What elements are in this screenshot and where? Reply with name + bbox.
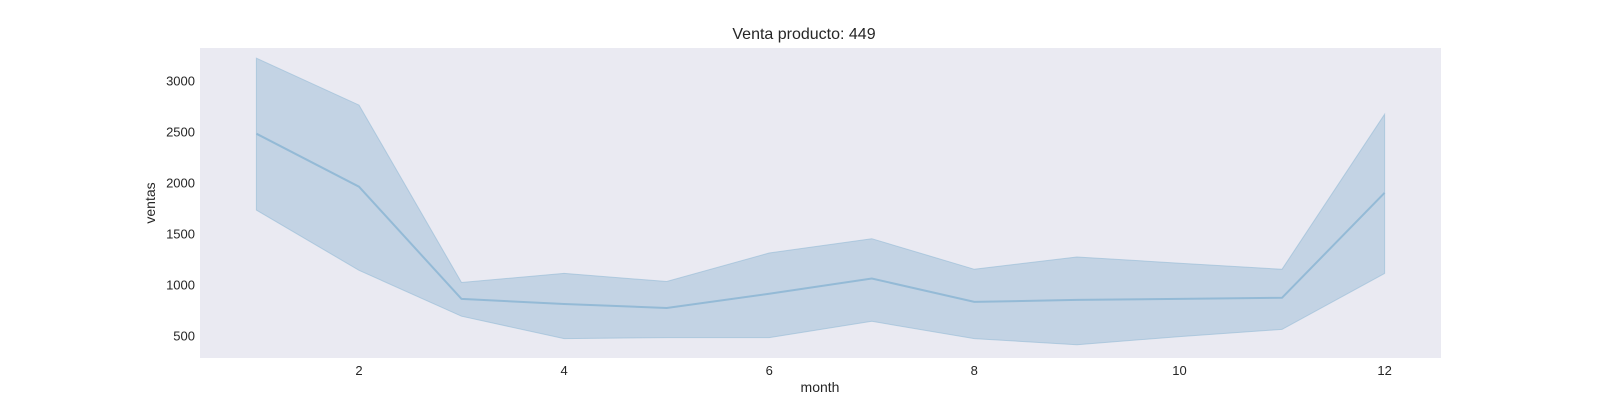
x-tick-label: 6 — [766, 363, 773, 378]
x-tick-label: 8 — [971, 363, 978, 378]
x-tick-label: 2 — [355, 363, 362, 378]
confidence-band-layer — [255, 57, 1386, 346]
y-tick-label: 3000 — [166, 74, 195, 89]
mean-line-layer — [255, 132, 1386, 310]
y-tick-label: 2000 — [166, 176, 195, 191]
confidence-band — [255, 57, 1386, 346]
y-tick-label: 500 — [173, 329, 195, 344]
x-tick-label: 4 — [560, 363, 567, 378]
y-tick-label: 1500 — [166, 227, 195, 242]
x-axis-label: month — [801, 379, 840, 395]
y-tick-label: 1000 — [166, 278, 195, 293]
chart-title: Venta producto: 449 — [732, 26, 875, 43]
y-tick-label: 2500 — [166, 125, 195, 140]
x-tick-label: 10 — [1172, 363, 1186, 378]
mean-line — [255, 132, 1386, 310]
x-axis-ticks: 2 4 6 8 10 12 — [355, 363, 1391, 378]
x-tick-label: 12 — [1377, 363, 1391, 378]
y-axis-ticks: 500 1000 1500 2000 2500 3000 — [166, 74, 195, 344]
y-axis-label: ventas — [142, 182, 158, 223]
